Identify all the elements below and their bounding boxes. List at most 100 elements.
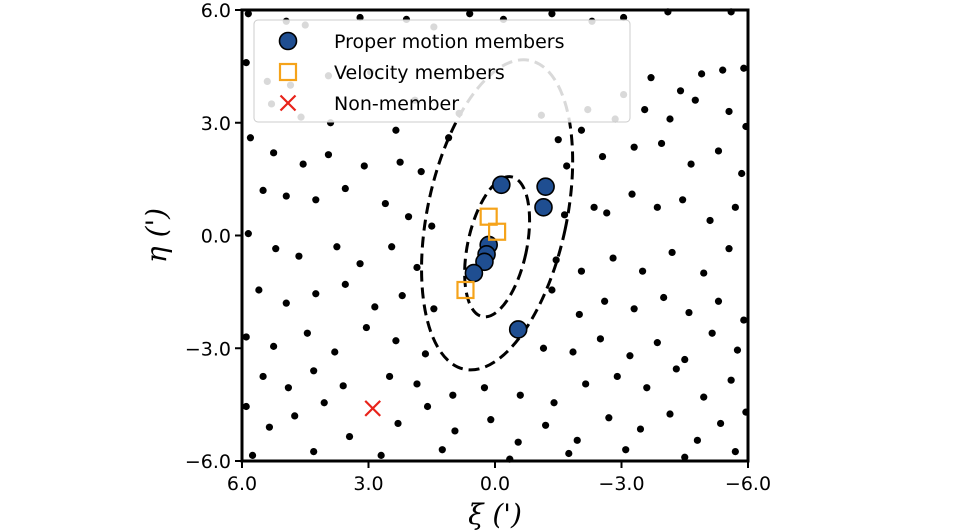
velocity-member-point	[456, 280, 475, 300]
background-star-point	[657, 139, 666, 148]
background-star-point	[622, 446, 630, 454]
background-star-point	[451, 427, 459, 435]
background-star-point	[259, 372, 267, 381]
velocity-member-point	[479, 207, 498, 226]
background-star-point	[242, 59, 250, 67]
background-star-point	[613, 372, 621, 381]
background-star-point	[413, 263, 421, 272]
background-star-point	[295, 252, 303, 260]
background-star-point	[731, 448, 739, 456]
y-tick-label: −3.0	[185, 338, 231, 360]
background-star-point	[731, 203, 739, 211]
background-star-point	[641, 105, 649, 114]
background-star-point	[698, 70, 706, 78]
background-star-point	[430, 305, 438, 313]
background-star-point	[630, 143, 638, 151]
background-star-point	[246, 134, 255, 142]
background-star-point	[516, 391, 524, 399]
background-star-point	[303, 329, 311, 337]
background-star-point	[733, 346, 742, 354]
legend-box	[253, 19, 631, 123]
background-star-point	[630, 305, 638, 313]
background-star-point	[514, 438, 522, 446]
inner-ellipse	[463, 175, 532, 319]
background-star-point	[377, 451, 385, 459]
background-star-point	[398, 292, 406, 300]
background-star-point	[394, 419, 402, 428]
background-star-point	[598, 152, 607, 161]
background-star-point	[417, 168, 425, 176]
proper-motion-member-point	[464, 263, 484, 283]
background-star-point	[449, 391, 457, 399]
background-star-point	[628, 190, 636, 198]
background-star-point	[423, 402, 432, 411]
background-star-point	[242, 333, 250, 341]
y-tick-label: 6.0	[201, 0, 231, 22]
background-star-point	[740, 64, 748, 72]
velocity-member-point	[488, 222, 507, 241]
background-star-point	[590, 203, 598, 211]
background-star-point	[388, 243, 396, 251]
proper-motion-member-point	[492, 175, 511, 195]
x-tick-label: −6.0	[725, 473, 771, 495]
member-markers	[364, 175, 555, 417]
background-star-point	[577, 267, 586, 275]
background-star-point	[666, 410, 674, 418]
background-star-point	[653, 203, 661, 211]
background-star-point	[381, 199, 389, 208]
background-star-point	[270, 342, 278, 350]
background-star-point	[714, 297, 723, 305]
background-star-point	[716, 419, 725, 428]
background-star-point	[727, 376, 735, 384]
legend-label: Velocity members	[334, 62, 505, 84]
background-star-point	[345, 432, 354, 441]
background-star-point	[438, 446, 446, 454]
background-star-point	[312, 196, 320, 204]
legend-marker-circle	[278, 31, 298, 51]
background-star-point	[291, 412, 299, 420]
background-star-point	[282, 192, 290, 200]
background-star-point	[272, 245, 280, 253]
background-star-point	[554, 136, 562, 144]
background-star-point	[575, 310, 583, 319]
background-star-point	[740, 316, 748, 324]
background-star-point	[339, 382, 347, 390]
background-star-point	[404, 213, 413, 221]
background-star-point	[706, 216, 714, 225]
x-tick-label: 6.0	[227, 473, 257, 495]
background-star-point	[725, 107, 733, 116]
y-tick-label: −6.0	[185, 451, 231, 473]
background-star-point	[259, 186, 267, 194]
background-star-point	[392, 126, 400, 134]
background-stars	[242, 8, 750, 463]
background-star-point	[679, 196, 687, 204]
background-star-point	[563, 162, 571, 170]
background-star-point	[725, 245, 733, 253]
background-star-point	[385, 372, 394, 381]
background-star-point	[270, 149, 278, 157]
background-star-point	[573, 436, 581, 444]
background-star-point	[569, 348, 577, 356]
background-star-point	[248, 451, 257, 459]
background-star-point	[413, 380, 421, 388]
background-star-point	[601, 297, 609, 305]
background-star-point	[681, 453, 689, 461]
background-star-point	[331, 348, 339, 356]
legend-marker-x	[279, 94, 297, 112]
x-axis-label: ξ (')	[468, 498, 522, 530]
non-member-point	[364, 400, 381, 417]
background-star-point	[666, 115, 674, 123]
background-star-point	[714, 147, 723, 155]
background-star-point	[539, 344, 548, 352]
background-star-point	[392, 337, 400, 345]
legend-label: Proper motion members	[334, 31, 564, 53]
membership-ellipses	[420, 58, 575, 372]
background-star-point	[636, 425, 645, 433]
background-star-point	[676, 87, 685, 95]
background-star-point	[719, 66, 727, 74]
background-star-point	[428, 222, 436, 230]
background-star-point	[310, 448, 318, 456]
background-star-point	[324, 151, 333, 159]
background-star-point	[320, 399, 328, 407]
